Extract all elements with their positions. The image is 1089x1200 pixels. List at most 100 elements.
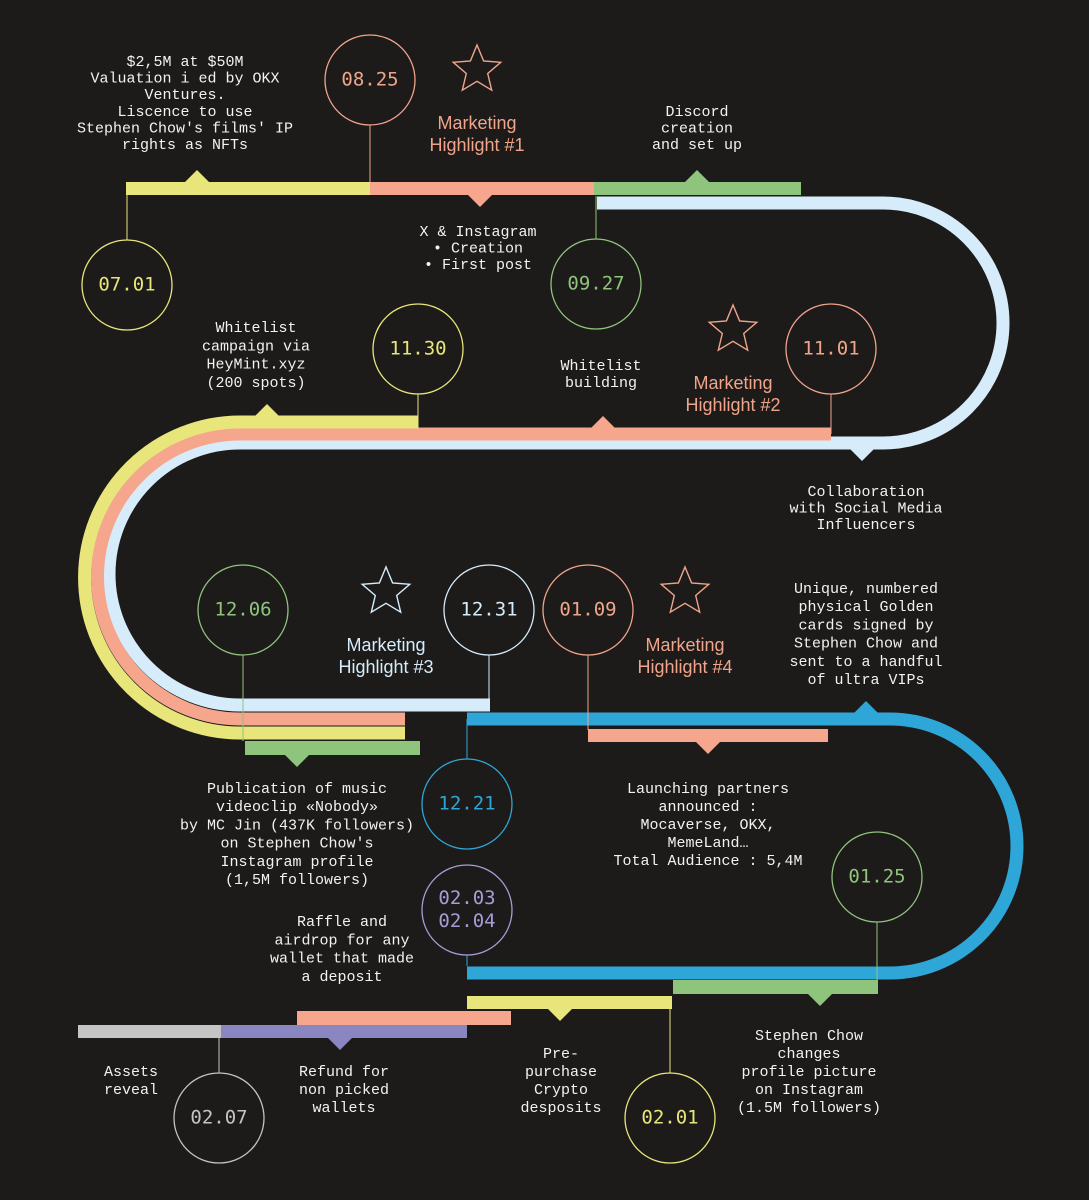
- star-icon: [360, 565, 412, 614]
- pointer: [808, 994, 832, 1006]
- date-label: 02.03: [438, 887, 495, 909]
- note-text: MemeLand…: [667, 835, 748, 852]
- date-label: 08.25: [341, 69, 398, 91]
- note-text: Assets: [104, 1064, 158, 1081]
- pointer: [685, 170, 709, 182]
- note-text: purchase: [525, 1064, 597, 1081]
- bar: [673, 980, 878, 994]
- note-text: Total Audience : 5,4M: [613, 853, 802, 870]
- date-label: 01.09: [559, 599, 616, 621]
- note-text: HeyMint.xyz: [206, 357, 305, 374]
- date-circle: [372, 303, 464, 395]
- note-text: airdrop for any: [274, 932, 409, 949]
- pointer: [328, 1038, 352, 1050]
- bar: [221, 1025, 467, 1038]
- date-label: 12.21: [438, 793, 495, 815]
- highlight-text: Highlight #2: [685, 395, 780, 415]
- note-text: Stephen Chow and: [794, 636, 938, 653]
- tracks: [78, 196, 1024, 980]
- highlight-text: Highlight #4: [637, 657, 732, 677]
- note-text: Instagram profile: [220, 854, 373, 871]
- date-label: 01.25: [848, 866, 905, 888]
- bar: [370, 182, 594, 195]
- note-text: videoclip «Nobody»: [216, 799, 378, 816]
- note-text: Influencers: [816, 517, 915, 534]
- note-text: on Instagram: [755, 1082, 863, 1099]
- note-text: $2,5M at $50M: [126, 54, 243, 71]
- note-text: • Creation: [433, 240, 523, 257]
- note-text: Collaboration: [807, 484, 924, 501]
- date-circle: [173, 1072, 265, 1164]
- date-label: 11.30: [389, 338, 446, 360]
- pointer: [696, 742, 720, 754]
- bar: [588, 729, 828, 742]
- note-text: (1,5M followers): [225, 872, 369, 889]
- highlight-text: Marketing: [437, 113, 516, 133]
- star-icon: [707, 303, 759, 352]
- note-text: building: [565, 375, 637, 392]
- track-lightblue: [102, 196, 1010, 712]
- bar: [297, 1011, 511, 1025]
- note-text: Stephen Chow's films' IP: [77, 120, 293, 137]
- date-circle: [324, 34, 416, 126]
- date-label: 09.27: [567, 273, 624, 295]
- note-text: Raffle and: [297, 914, 387, 931]
- pointers: [185, 170, 878, 1050]
- note-text: wallets: [312, 1100, 375, 1117]
- note-text: a deposit: [301, 969, 382, 986]
- date-circle: [443, 564, 535, 656]
- star-icon: [659, 565, 711, 614]
- highlight-text: Highlight #3: [338, 657, 433, 677]
- highlight-text: Marketing: [693, 373, 772, 393]
- note-text: Whitelist: [215, 320, 296, 337]
- highlight-text: Marketing: [645, 635, 724, 655]
- note-text: Valuation i ed by OKX: [90, 71, 279, 88]
- note-text: Pre-: [543, 1046, 579, 1063]
- bar: [78, 1025, 221, 1038]
- pointer: [255, 404, 279, 416]
- note-text: desposits: [520, 1100, 601, 1117]
- pointer: [854, 701, 878, 713]
- date-circle: [197, 564, 289, 656]
- note-text: Crypto: [534, 1082, 588, 1099]
- note-text: rights as NFTs: [122, 137, 248, 154]
- note-text: Launching partners: [627, 781, 789, 798]
- note-text: Unique, numbered: [794, 581, 938, 598]
- note-text: Whitelist: [560, 358, 641, 375]
- note-text: non picked: [299, 1082, 389, 1099]
- note-text: X & Instagram: [419, 224, 536, 241]
- date-circle: [550, 238, 642, 330]
- highlight-text: Highlight #1: [429, 135, 524, 155]
- note-text: cards signed by: [798, 617, 933, 634]
- note-text: reveal: [104, 1082, 158, 1099]
- pointer: [850, 449, 874, 461]
- note-text: (1.5M followers): [737, 1100, 881, 1117]
- note-text: sent to a handful: [789, 654, 942, 671]
- note-text: Publication of music: [207, 781, 387, 798]
- note-text: • First post: [424, 257, 532, 274]
- track-blue: [467, 712, 1024, 980]
- date-label: 02.04: [438, 910, 495, 932]
- note-text: creation: [661, 120, 733, 137]
- date-label: 02.07: [190, 1107, 247, 1129]
- note-text: Stephen Chow: [755, 1028, 863, 1045]
- note-text: Ventures.: [144, 87, 225, 104]
- date-circle: [624, 1072, 716, 1164]
- pointer: [185, 170, 209, 182]
- note-text: Discord: [665, 104, 728, 121]
- bar: [467, 996, 672, 1009]
- date-circle: [785, 303, 877, 395]
- date-circle: [421, 758, 513, 850]
- pointer: [548, 1009, 572, 1021]
- note-text: Mocaverse, OKX,: [640, 817, 775, 834]
- note-text: by MC Jin (437K followers): [180, 817, 414, 834]
- note-text: physical Golden: [798, 599, 933, 616]
- pointer: [591, 416, 615, 428]
- date-circle: [421, 864, 513, 956]
- note-text: profile picture: [741, 1064, 876, 1081]
- track-yellow: [78, 415, 418, 740]
- date-label: 07.01: [98, 274, 155, 296]
- date-label: 11.01: [802, 338, 859, 360]
- pointer: [285, 755, 309, 767]
